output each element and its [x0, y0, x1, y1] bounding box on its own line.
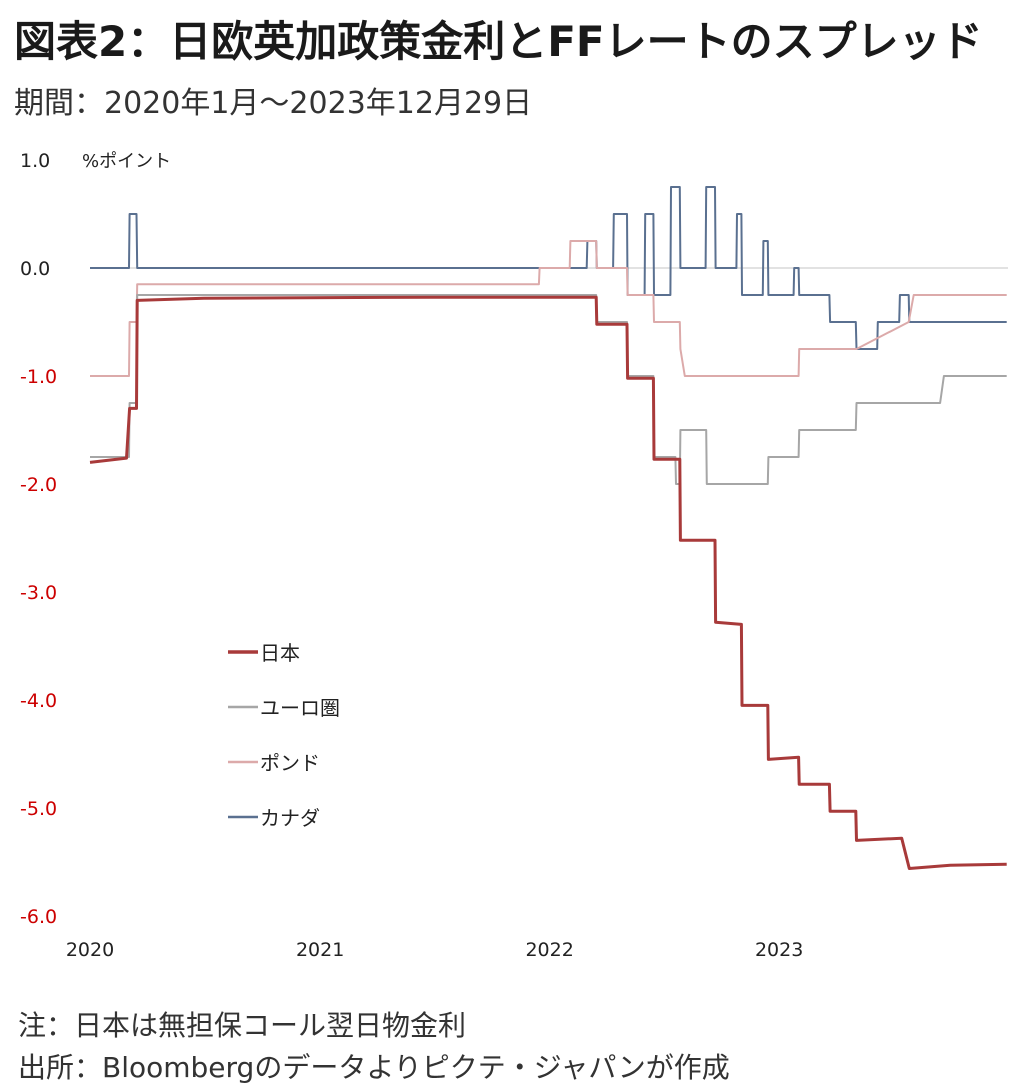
- x-tick-labels: 2020 2021 2022 2023: [66, 939, 803, 961]
- y-tick-label: -1.0: [20, 366, 57, 388]
- series-line: [90, 240, 1007, 377]
- x-tick-label: 2020: [66, 939, 114, 961]
- source-note: 出所：Bloombergのデータよりピクテ・ジャパンが作成: [18, 1051, 730, 1084]
- y-tick-label: -4.0: [20, 690, 57, 712]
- series-line: [89, 295, 1007, 870]
- y-tick-label: -3.0: [20, 582, 57, 604]
- y-tick-label: 1.0: [20, 150, 50, 172]
- footnote: 注：日本は無担保コール翌日物金利: [18, 1009, 467, 1042]
- series-lines: [89, 186, 1007, 870]
- legend-label: ユーロ圏: [260, 696, 340, 720]
- x-tick-label: 2022: [525, 939, 573, 961]
- y-tick-label: -6.0: [20, 906, 57, 928]
- y-tick-labels: 1.0 0.0 -1.0 -2.0 -3.0 -4.0 -5.0 -6.0: [20, 150, 57, 928]
- spread-line-chart: 1.00.0-1.0-2.0-3.0-4.0-5.0-6.0 2020 2021 2…: [20, 150, 1008, 961]
- chart-subtitle: 期間：2020年1月～2023年12月29日: [14, 86, 533, 121]
- x-tick-label: 2021: [296, 939, 344, 961]
- legend-label: カナダ: [260, 806, 320, 830]
- legend-label: 日本: [260, 641, 300, 665]
- y-tick-label: -5.0: [20, 798, 57, 820]
- y-tick-label: -2.0: [20, 474, 57, 496]
- x-tick-label: 2023: [755, 939, 803, 961]
- chart-title: 図表2：日欧英加政策金利とFFレートのスプレッド: [14, 17, 983, 66]
- series-line: [90, 294, 1007, 485]
- y-axis-unit-label: %ポイント: [82, 151, 171, 172]
- y-tick-label: 0.0: [20, 258, 50, 280]
- legend-label: ポンド: [260, 751, 320, 775]
